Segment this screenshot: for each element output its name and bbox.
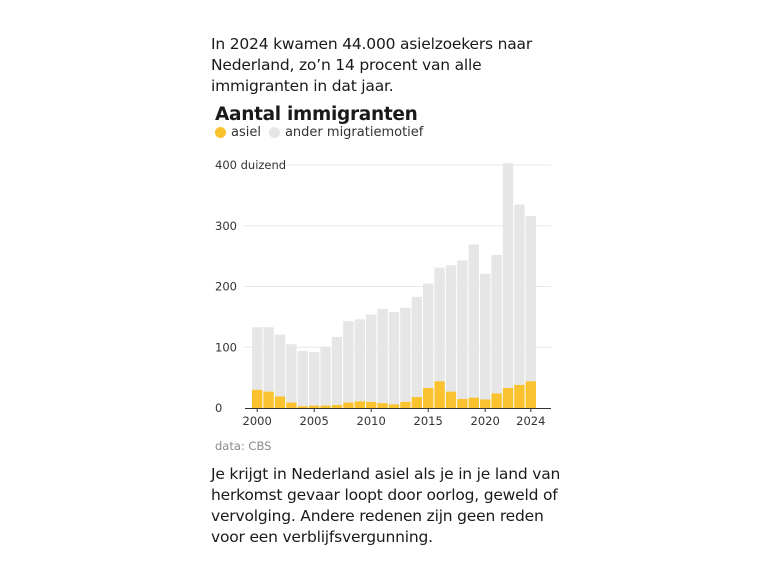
bar-asiel-2013: [400, 401, 411, 408]
legend-swatch-asiel: [215, 127, 226, 138]
y-axis-labels: 0 100 200 300 400 duizend: [215, 158, 286, 415]
bar-asiel-2008: [343, 402, 354, 408]
intro-paragraph: In 2024 kwamen 44.000 asielzoekers naar …: [211, 35, 532, 95]
bar-asiel-2014: [411, 397, 422, 408]
bar-asiel-2021: [491, 393, 502, 408]
bar-asiel-2020: [480, 399, 491, 408]
bar-asiel-2003: [286, 402, 297, 408]
bar-other-2013: [400, 307, 411, 402]
bar-asiel-2017: [445, 391, 457, 408]
bar-other-2009: [354, 319, 365, 402]
bar-asiel-2024: [525, 381, 536, 408]
x-tick-label: 2010: [357, 414, 386, 428]
bar-other-2004: [297, 350, 308, 407]
x-axis: [245, 408, 551, 412]
outro-paragraph: Je krijgt in Nederland asiel als je in j…: [211, 465, 561, 546]
bar-other-2007: [331, 336, 343, 405]
bar-other-2000: [252, 327, 263, 390]
bar-other-2015: [423, 283, 434, 388]
bar-other-2002: [274, 334, 286, 397]
chart-legend: asiel ander migratiemotief: [215, 125, 431, 140]
x-tick-label: 2020: [471, 414, 500, 428]
bar-asiel-2007: [331, 404, 343, 408]
bar-other-2001: [263, 327, 274, 392]
bar-asiel-2001: [263, 391, 274, 408]
bar-other-2021: [491, 254, 502, 394]
x-tick-label: 2015: [414, 414, 443, 428]
bar-other-2011: [377, 308, 388, 404]
bar-other-2003: [286, 344, 297, 403]
bar-other-2012: [388, 312, 400, 405]
bar-other-2019: [468, 244, 479, 398]
x-tick-label: 2024: [516, 414, 545, 428]
data-source: data: CBS: [215, 439, 272, 453]
y-tick-label: 100: [215, 340, 237, 354]
bar-asiel-2019: [468, 397, 479, 408]
bar-asiel-2011: [377, 403, 388, 408]
y-tick-label: 0: [215, 401, 222, 415]
legend-label-other: ander migratiemotief: [284, 125, 424, 140]
bars: [252, 163, 536, 408]
chart-title: Aantal immigranten: [215, 104, 418, 125]
bar-other-2022: [502, 163, 514, 388]
bar-asiel-2016: [434, 381, 445, 408]
y-tick-label: 300: [215, 219, 237, 233]
bar-asiel-2006: [320, 405, 331, 408]
bar-asiel-2010: [366, 401, 377, 408]
x-axis-labels: 2000 2005 2010 2015 2020 2024: [243, 414, 546, 428]
bar-asiel-2002: [274, 396, 286, 408]
bar-asiel-2000: [252, 389, 263, 408]
bar-asiel-2004: [297, 406, 308, 408]
legend-item-asiel: asiel: [215, 125, 261, 140]
legend-swatch-other: [268, 127, 280, 138]
bar-other-2024: [525, 216, 536, 382]
bar-other-2008: [343, 321, 354, 403]
y-tick-label: 200: [215, 280, 237, 294]
legend-label-asiel: asiel: [231, 125, 261, 140]
bar-asiel-2018: [457, 398, 468, 408]
bar-other-2014: [411, 296, 422, 398]
bar-other-2018: [457, 260, 468, 399]
bar-asiel-2022: [502, 387, 514, 408]
bar-asiel-2012: [388, 404, 400, 408]
bar-asiel-2009: [354, 401, 365, 408]
x-tick-label: 2005: [300, 414, 329, 428]
bar-other-2023: [514, 204, 525, 385]
bar-asiel-2015: [423, 387, 434, 408]
legend-item-other: ander migratiemotief: [268, 125, 424, 140]
bar-other-2006: [320, 346, 331, 406]
x-tick-label: 2000: [243, 414, 272, 428]
bar-asiel-2005: [309, 405, 320, 408]
bar-other-2005: [309, 352, 320, 406]
bar-other-2016: [434, 267, 445, 382]
bar-other-2010: [366, 314, 377, 402]
y-tick-label: 400 duizend: [215, 158, 286, 172]
bar-other-2017: [445, 265, 457, 392]
bar-other-2020: [480, 273, 491, 400]
bar-asiel-2023: [514, 384, 525, 408]
